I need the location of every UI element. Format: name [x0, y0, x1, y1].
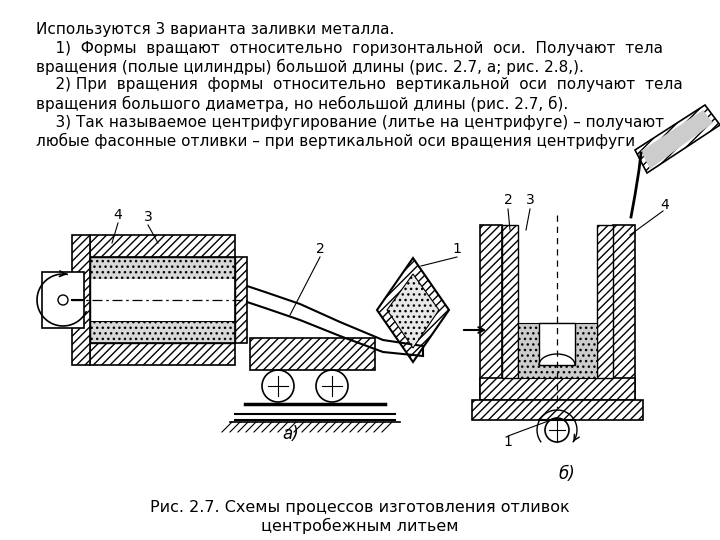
Text: Рис. 2.7. Схемы процессов изготовления отливок: Рис. 2.7. Схемы процессов изготовления о… — [150, 500, 570, 515]
Bar — [90, 235, 235, 257]
Polygon shape — [641, 110, 713, 169]
Text: 3) Так называемое центрифугирование (литье на центрифуге) – получают: 3) Так называемое центрифугирование (лит… — [36, 114, 664, 130]
Text: любые фасонные отливки – при вертикальной оси вращения центрифуги: любые фасонные отливки – при вертикально… — [36, 133, 635, 149]
Text: а): а) — [283, 425, 300, 443]
Bar — [502, 225, 518, 378]
Bar — [90, 257, 235, 279]
Text: 1: 1 — [503, 435, 513, 449]
Text: 3: 3 — [143, 210, 153, 224]
Bar — [480, 225, 502, 400]
Text: вращения большого диаметра, но небольшой длины (рис. 2.7, б).: вращения большого диаметра, но небольшой… — [36, 96, 568, 112]
Text: 2: 2 — [503, 193, 513, 207]
Text: б): б) — [559, 465, 575, 483]
Text: 4: 4 — [661, 198, 670, 212]
Bar — [90, 279, 235, 321]
Text: 1: 1 — [453, 242, 462, 256]
Bar — [518, 323, 597, 378]
Bar — [235, 257, 247, 343]
Text: 1)  Формы  вращают  относительно  горизонтальной  оси.  Получают  тела: 1) Формы вращают относительно горизонтал… — [36, 40, 663, 56]
Text: 2) При  вращения  формы  относительно  вертикальной  оси  получают  тела: 2) При вращения формы относительно верти… — [36, 78, 683, 92]
Bar — [42, 272, 84, 328]
Bar — [613, 225, 635, 400]
Bar — [250, 338, 375, 370]
Bar — [90, 343, 235, 365]
Text: 4: 4 — [114, 208, 122, 222]
Text: вращения (полые цилиндры) большой длины (рис. 2.7, а; рис. 2.8,).: вращения (полые цилиндры) большой длины … — [36, 59, 584, 75]
Bar — [597, 225, 613, 378]
Polygon shape — [387, 274, 439, 348]
Polygon shape — [635, 105, 720, 173]
Polygon shape — [377, 258, 449, 362]
Bar — [72, 235, 90, 365]
Bar — [480, 378, 635, 400]
Text: 3: 3 — [526, 193, 534, 207]
Text: Используются 3 варианта заливки металла.: Используются 3 варианта заливки металла. — [36, 22, 395, 37]
Bar — [539, 323, 575, 365]
Bar — [472, 400, 643, 420]
Bar — [90, 257, 235, 343]
Text: 2: 2 — [315, 242, 325, 256]
Text: центробежным литьем: центробежным литьем — [261, 518, 459, 534]
Bar — [90, 321, 235, 343]
